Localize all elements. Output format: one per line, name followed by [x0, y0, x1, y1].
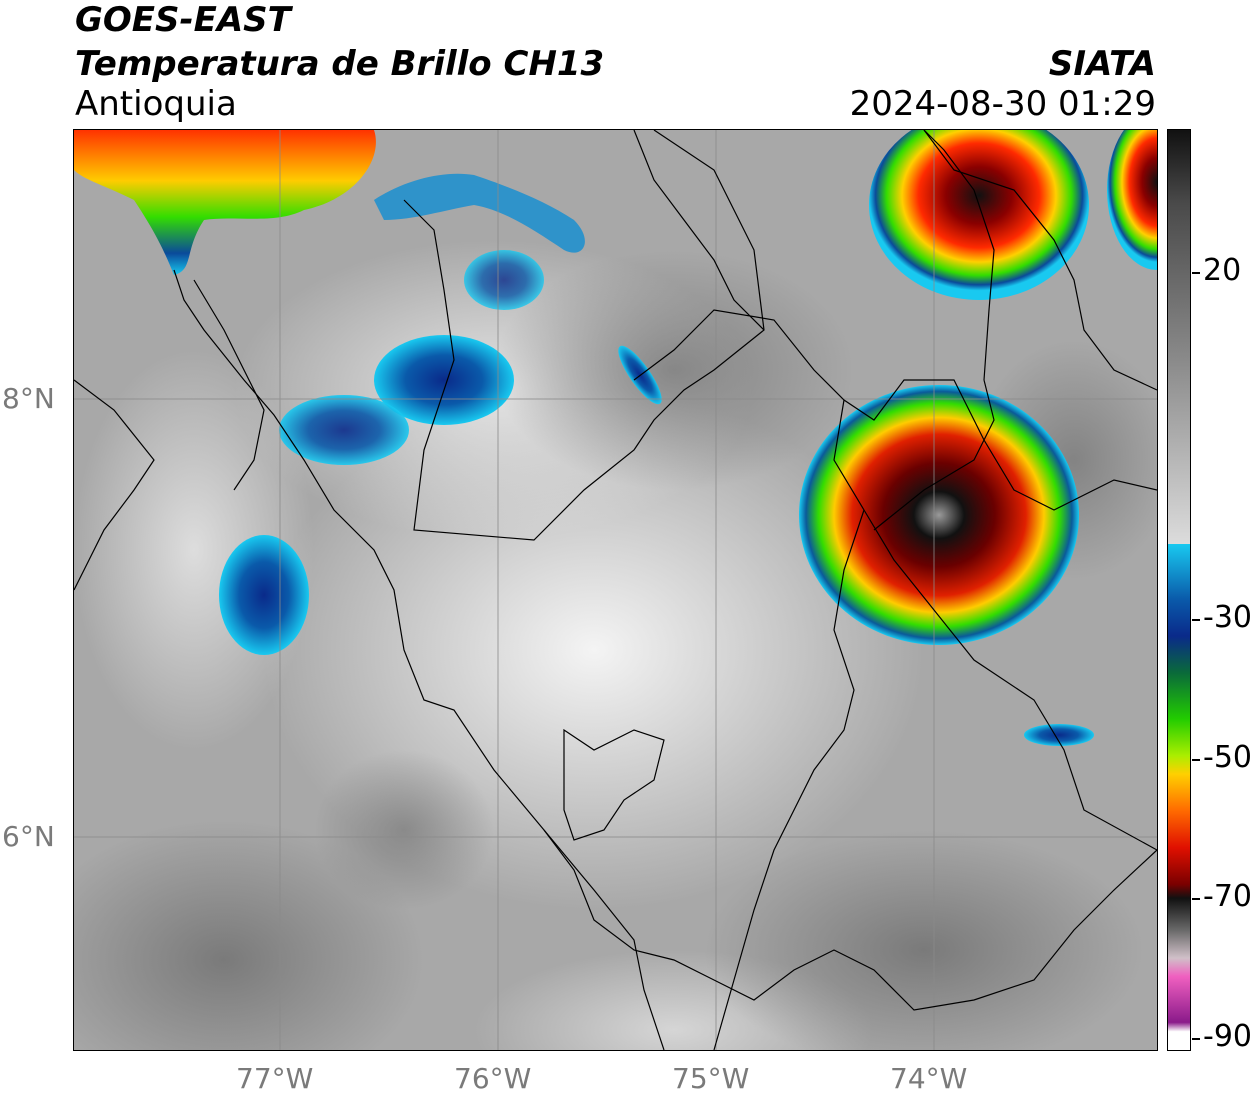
cloud-cluster-a: [374, 335, 514, 425]
colorbar-tick-minus50: [1192, 759, 1200, 761]
cloud-cluster-d: [464, 250, 544, 310]
lon-label-74w: 74°W: [890, 1062, 968, 1095]
colorbar-gradient: [1168, 130, 1190, 1050]
cloud-cluster-b: [279, 395, 409, 465]
cloud-band-north-tail: [374, 173, 585, 253]
agency-label: SIATA: [1048, 44, 1156, 84]
satellite-map: [73, 129, 1158, 1051]
temperature-colorbar: [1167, 129, 1191, 1051]
lon-label-77w: 77°W: [236, 1062, 314, 1095]
map-imagery: [74, 130, 1157, 1050]
colorbar-label-20: 20: [1203, 253, 1242, 288]
colorbar-tick-minus30: [1192, 619, 1200, 621]
cloud-cluster-e: [1024, 724, 1094, 746]
timestamp-label: 2024-08-30 01:29: [849, 84, 1156, 124]
colorbar-label-minus90: -90: [1203, 1019, 1252, 1054]
colorbar-label-minus50: -50: [1203, 740, 1252, 775]
cloud-band-north: [74, 130, 376, 275]
colorbar-label-minus70: -70: [1203, 879, 1252, 914]
storm-cell-northeast: [869, 130, 1089, 300]
product-title: Temperatura de Brillo CH13: [75, 44, 605, 84]
municipal-boundaries: [74, 130, 1157, 1050]
graticule: [74, 130, 1157, 1050]
storm-cell-edge: [1107, 130, 1157, 270]
storm-cell-main: [799, 385, 1079, 645]
region-label: Antioquia: [75, 84, 237, 124]
lon-label-76w: 76°W: [454, 1062, 532, 1095]
satellite-title: GOES-EAST: [75, 0, 291, 40]
lat-label-8n: 8°N: [2, 382, 55, 415]
colorbar-tick-minus70: [1192, 898, 1200, 900]
cloud-cluster-c: [219, 535, 309, 655]
colorbar-label-minus30: -30: [1203, 600, 1252, 635]
colorbar-tick-20: [1192, 272, 1200, 274]
lat-label-6n: 6°N: [2, 820, 55, 853]
colorbar-tick-minus90: [1192, 1038, 1200, 1040]
lon-label-75w: 75°W: [672, 1062, 750, 1095]
